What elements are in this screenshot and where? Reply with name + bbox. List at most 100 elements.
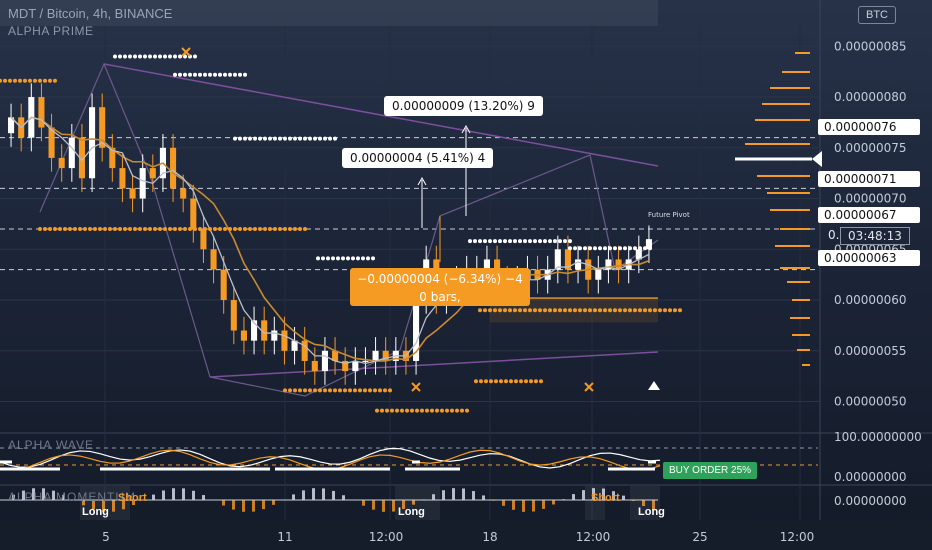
momentum-bar [12, 494, 15, 500]
momentum-bar [272, 500, 275, 505]
time-axis-label: 25 [692, 530, 707, 544]
momentum-bar [332, 490, 335, 500]
candle-body [301, 340, 308, 361]
momentum-bar [552, 500, 555, 505]
signal-short-1: Short [118, 492, 147, 504]
momentum-bar [162, 490, 165, 500]
measure-box-orange[interactable]: −0.00000004 (−6.34%) −4 0 bars, [350, 268, 530, 306]
candle-body [615, 259, 622, 270]
cross-marker [411, 382, 421, 392]
momentum-signal-zone [585, 486, 605, 520]
time-axis-label: 11 [277, 530, 292, 544]
measure-box-top[interactable]: 0.00000009 (13.20%) 9 [384, 96, 543, 116]
signal-long-2: Long [398, 506, 425, 518]
momentum-bar [132, 500, 135, 506]
time-axis-label: 12:00 [576, 530, 611, 544]
time-axis-bg [0, 520, 932, 550]
signal-long-3: Long [638, 506, 665, 518]
time-axis-label: 18 [482, 530, 497, 544]
momentum-bar [522, 500, 525, 512]
momentum-bar [572, 494, 575, 500]
candle-body [564, 249, 571, 270]
candle-body [129, 188, 136, 199]
candle-body [149, 168, 156, 179]
momentum-bar [302, 490, 305, 500]
momentum-bar [612, 491, 615, 500]
candle-body [68, 137, 75, 169]
momentum-bar [182, 488, 185, 500]
momentum-bar [232, 500, 235, 510]
wave-tick-label: 0.00000000 [834, 470, 907, 484]
momentum-bar [342, 495, 345, 500]
momentum-bar [322, 488, 325, 500]
time-axis-label: 5 [102, 530, 110, 544]
momentum-signal-zone [80, 486, 130, 520]
triangle-marker [648, 381, 660, 390]
indicator-label: ALPHA PRIME [8, 24, 94, 38]
price-tag-76: 0.00000076 [818, 119, 920, 135]
trend-line-upper [103, 63, 659, 167]
momentum-bar [642, 500, 645, 507]
chart-header: MDT / Bitcoin, 4h, BINANCE [0, 0, 658, 26]
candle-body [220, 269, 227, 301]
momentum-signal-zone [395, 486, 440, 520]
candle-body [352, 360, 359, 372]
candle-body [635, 249, 642, 260]
momentum-bar [542, 500, 545, 509]
wave-line-fast [0, 447, 661, 469]
signal-long-1: Long [82, 506, 109, 518]
currency-badge[interactable]: BTC [858, 6, 896, 24]
momentum-bar [242, 500, 245, 512]
candle-body [311, 360, 318, 372]
candle-body [180, 188, 187, 199]
candle-body [281, 330, 288, 351]
price-tick-label: 0.00000075 [834, 141, 907, 155]
cross-marker [584, 382, 594, 392]
measure-box-mid[interactable]: 0.00000004 (5.41%) 4 [342, 148, 494, 168]
momentum-bar [202, 495, 205, 500]
candle-body [372, 350, 379, 361]
momentum-bar [392, 500, 395, 512]
momentum-bar [222, 500, 225, 506]
measure-arrowhead-mid [417, 176, 427, 186]
candle-body [261, 320, 268, 341]
momentum-bar [292, 494, 295, 500]
candle-body [413, 300, 420, 361]
symbol-title: MDT / Bitcoin, 4h, BINANCE [8, 6, 173, 21]
measure-orange-line1: −0.00000004 (−6.34%) −4 [357, 272, 523, 286]
momentum-bar [432, 494, 435, 500]
price-tag-partial: 0. [828, 228, 840, 242]
price-tick-label: 0.00000060 [834, 293, 907, 307]
candle-body [321, 350, 328, 372]
candle-body [38, 97, 45, 128]
wave-tick-label: 100.00000000 [834, 430, 922, 444]
momentum-bar [622, 495, 625, 500]
momentum-bar [32, 488, 35, 500]
candle-body [575, 259, 582, 270]
moving-average-fast [10, 116, 650, 365]
momentum-bar [22, 490, 25, 500]
candle-body [230, 300, 237, 331]
candle-body [8, 117, 15, 134]
candle-body [645, 239, 652, 250]
momentum-bar [582, 490, 585, 500]
candle-body [382, 350, 389, 361]
momentum-bar [312, 488, 315, 500]
candle-body [78, 137, 85, 179]
signal-short-2: Short [591, 492, 620, 504]
measure-orange-line2: 0 bars, [419, 290, 461, 304]
candle-body [483, 259, 490, 270]
candle-body [99, 107, 106, 148]
candle-body [190, 198, 197, 229]
momentum-bar [532, 500, 535, 512]
momentum-bar [482, 495, 485, 500]
candle-body [109, 147, 116, 169]
momentum-bar [602, 488, 605, 500]
momentum-signal-zone [630, 486, 660, 520]
candle-body [240, 330, 247, 341]
momentum-bar [102, 500, 105, 512]
momentum-bar [502, 500, 505, 506]
time-axis-label: 12:00 [369, 530, 404, 544]
